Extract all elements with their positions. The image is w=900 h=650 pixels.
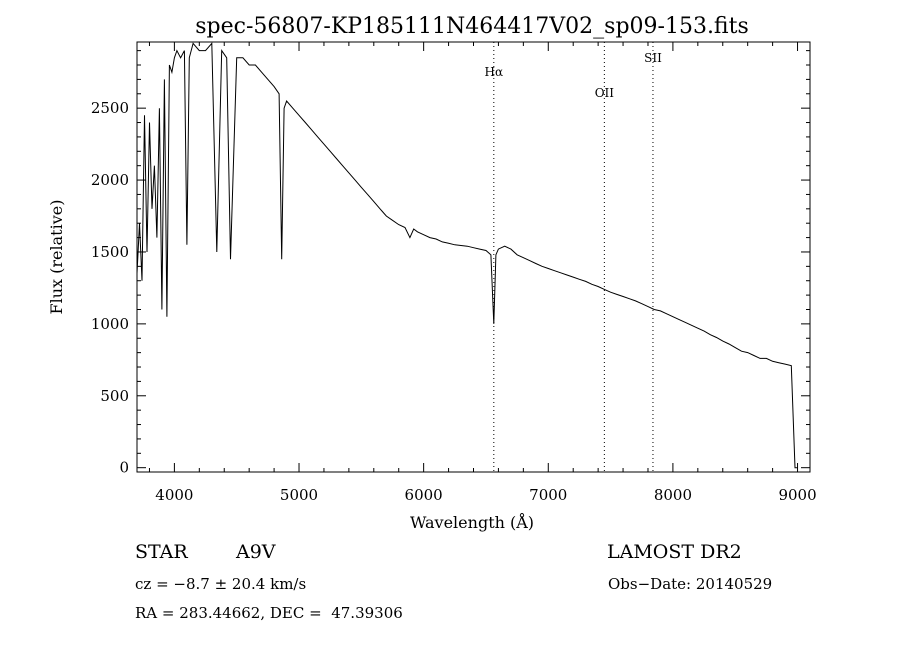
y-tick-label-4: 2000 xyxy=(91,171,129,189)
redshift-text: cz = −8.7 ± 20.4 km/s xyxy=(135,575,307,593)
axes-ticks: 4000 5000 6000 7000 8000 9000 0 500 1000 1500 2000… xyxy=(91,42,817,504)
x-tick-label-2: 6000 xyxy=(405,486,443,504)
x-tick-label-3: 7000 xyxy=(529,486,567,504)
chart-title: spec-56807-KP185111N464417V02_sp09-153.f… xyxy=(195,14,749,39)
y-axis-label: Flux (relative) xyxy=(47,200,66,315)
y-tick-label-0: 0 xyxy=(119,459,129,477)
x-tick-label-1: 5000 xyxy=(280,486,318,504)
line-marker-label-0: Hα xyxy=(485,65,504,79)
observation-date: Obs−Date: 20140529 xyxy=(608,575,773,593)
y-tick-label-5: 2500 xyxy=(91,99,129,117)
x-tick-label-4: 8000 xyxy=(654,486,692,504)
y-tick-label-2: 1000 xyxy=(91,315,129,333)
object-subclass: A9V xyxy=(236,541,276,563)
coordinates-text: RA = 283.44662, DEC = 47.39306 xyxy=(135,604,403,622)
emission-line-markers: Hα OII SII xyxy=(485,42,662,472)
x-tick-label-5: 9000 xyxy=(778,486,816,504)
y-tick-label-1: 500 xyxy=(100,387,129,405)
y-tick-label-3: 1500 xyxy=(91,243,129,261)
spectrum-line xyxy=(136,42,798,469)
line-marker-label-1: OII xyxy=(595,86,615,100)
object-class: STAR xyxy=(135,541,188,563)
survey-name: LAMOST DR2 xyxy=(607,541,742,563)
x-axis-label: Wavelength (Å) xyxy=(410,512,534,532)
plot-frame xyxy=(136,41,811,473)
x-tick-label-0: 4000 xyxy=(155,486,193,504)
line-marker-label-2: SII xyxy=(644,51,662,65)
